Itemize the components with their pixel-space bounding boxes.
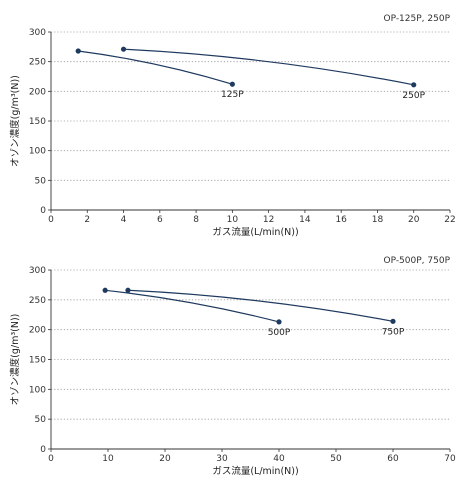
x-tick-label: 40 — [273, 454, 285, 464]
y-tick-label: 50 — [35, 415, 47, 425]
x-tick-label: 10 — [227, 215, 239, 225]
series-label: 500P — [268, 328, 291, 338]
data-point — [390, 318, 396, 324]
data-point — [75, 48, 81, 54]
x-tick-label: 0 — [48, 215, 54, 225]
x-tick-label: 22 — [444, 215, 455, 225]
y-tick-label: 150 — [29, 117, 46, 127]
x-tick-label: 8 — [193, 215, 199, 225]
y-axis-label: オゾン濃度(g/m³(N)) — [9, 75, 21, 167]
data-point — [102, 287, 108, 293]
y-tick-label: 100 — [29, 147, 46, 157]
x-axis-label: ガス流量(L/min(N)) — [212, 226, 298, 238]
x-tick-label: 12 — [263, 215, 274, 225]
y-tick-label: 300 — [29, 266, 46, 276]
x-tick-label: 60 — [387, 454, 399, 464]
series-line — [78, 50, 233, 85]
y-tick-label: 200 — [29, 87, 46, 97]
y-tick-label: 200 — [29, 326, 46, 336]
x-tick-label: 16 — [335, 215, 347, 225]
x-tick-label: 10 — [102, 454, 114, 464]
x-axis-label: ガス流量(L/min(N)) — [212, 465, 298, 477]
y-tick-label: 100 — [29, 385, 46, 395]
y-tick-label: 300 — [29, 28, 46, 38]
series-label: 125P — [221, 90, 244, 100]
y-axis-label: オゾン濃度(g/m³(N)) — [9, 314, 21, 406]
x-tick-label: 30 — [216, 454, 228, 464]
x-tick-label: 70 — [444, 454, 456, 464]
y-tick-label: 0 — [40, 206, 46, 216]
data-point — [120, 46, 127, 52]
y-tick-label: 250 — [29, 296, 46, 306]
data-point — [125, 287, 131, 293]
data-point — [411, 82, 417, 88]
x-tick-label: 6 — [157, 215, 163, 225]
y-tick-label: 150 — [29, 356, 46, 366]
series-line — [123, 48, 414, 86]
x-tick-label: 18 — [372, 215, 384, 225]
series-line — [127, 289, 394, 322]
y-tick-label: 50 — [35, 176, 47, 186]
chart-bottom: OP-500P, 750P オゾン濃度(g/m³(N)) ガス流量(L/min(… — [9, 256, 456, 477]
series-line — [105, 289, 280, 323]
chart-title: OP-125P, 250P — [384, 14, 451, 24]
x-tick-label: 14 — [299, 215, 311, 225]
chart-top: OP-125P, 250P オゾン濃度(g/m³(N)) ガス流量(L/min(… — [9, 14, 456, 238]
x-tick-label: 0 — [48, 454, 54, 464]
y-tick-label: 250 — [29, 58, 46, 68]
y-tick-label: 0 — [40, 445, 46, 455]
x-tick-label: 50 — [330, 454, 342, 464]
x-tick-label: 2 — [84, 215, 90, 225]
series-label: 250P — [402, 91, 425, 101]
series-label: 750P — [382, 327, 405, 337]
data-point — [276, 319, 282, 325]
x-tick-label: 20 — [159, 454, 171, 464]
x-tick-label: 20 — [408, 215, 420, 225]
x-tick-label: 4 — [121, 215, 127, 225]
data-point — [229, 81, 235, 87]
chart-title: OP-500P, 750P — [384, 256, 451, 266]
